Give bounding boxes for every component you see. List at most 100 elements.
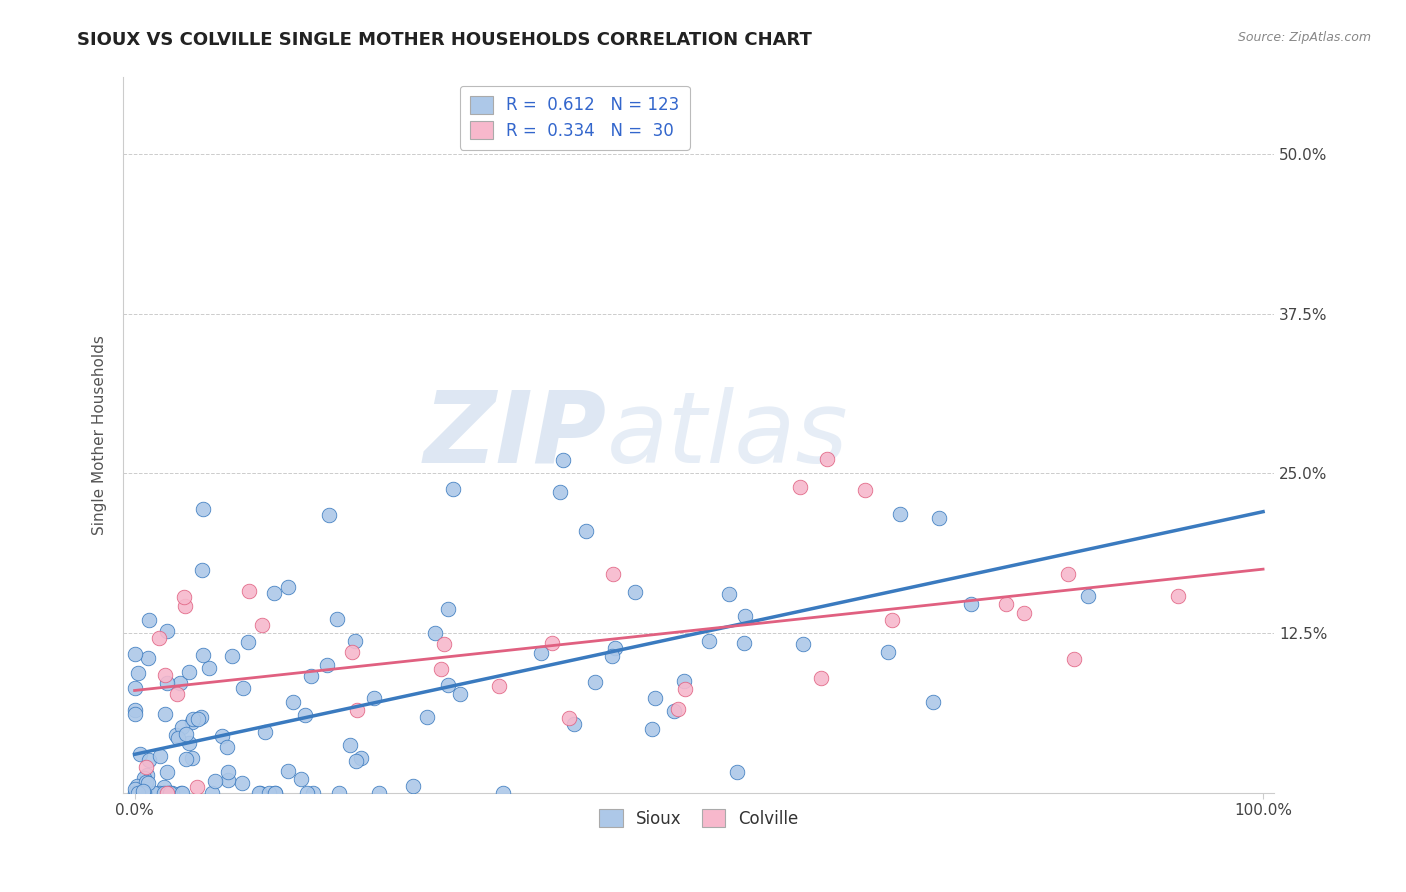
Sioux (299, 669, 322, 683)
Sioux (492, 786, 515, 800)
Colville (880, 613, 903, 627)
Sioux (153, 707, 176, 722)
Sioux (402, 779, 425, 793)
Sioux (551, 453, 574, 467)
Sioux (148, 786, 170, 800)
Sioux (191, 501, 214, 516)
Colville (153, 667, 176, 681)
Colville (166, 687, 188, 701)
Sioux (127, 783, 149, 797)
Sioux (238, 635, 260, 649)
Sioux (221, 648, 243, 663)
Colville (252, 618, 274, 632)
Sioux (672, 674, 695, 689)
Sioux (198, 660, 221, 674)
Colville (558, 711, 581, 725)
Colville (666, 702, 689, 716)
Sioux (640, 722, 662, 736)
Text: atlas: atlas (607, 386, 848, 483)
Sioux (131, 786, 153, 800)
Sioux (124, 648, 146, 662)
Sioux (217, 765, 239, 780)
Sioux (889, 507, 911, 521)
Sioux (153, 786, 176, 800)
Colville (789, 480, 811, 494)
Sioux (124, 781, 146, 796)
Sioux (124, 786, 146, 800)
Text: SIOUX VS COLVILLE SINGLE MOTHER HOUSEHOLDS CORRELATION CHART: SIOUX VS COLVILLE SINGLE MOTHER HOUSEHOL… (77, 31, 813, 49)
Sioux (876, 645, 898, 659)
Sioux (179, 665, 201, 679)
Sioux (318, 508, 340, 523)
Sioux (132, 783, 155, 797)
Sioux (149, 748, 172, 763)
Sioux (603, 640, 626, 655)
Sioux (368, 786, 391, 800)
Sioux (174, 727, 197, 741)
Colville (156, 786, 179, 800)
Sioux (128, 747, 150, 762)
Sioux (231, 776, 253, 790)
Sioux (277, 580, 299, 594)
Sioux (162, 786, 184, 800)
Sioux (264, 786, 287, 800)
Y-axis label: Single Mother Households: Single Mother Households (93, 335, 107, 535)
Sioux (157, 786, 180, 800)
Sioux (181, 712, 204, 726)
Sioux (344, 754, 367, 768)
Sioux (644, 690, 666, 705)
Sioux (190, 710, 212, 724)
Sioux (734, 609, 756, 624)
Colville (1063, 652, 1085, 666)
Sioux (132, 786, 155, 800)
Sioux (254, 725, 277, 739)
Sioux (733, 636, 755, 650)
Colville (135, 760, 157, 774)
Colville (1057, 567, 1080, 582)
Sioux (153, 780, 176, 795)
Sioux (449, 687, 471, 701)
Sioux (127, 786, 149, 800)
Sioux (177, 736, 200, 750)
Sioux (138, 613, 160, 627)
Sioux (180, 715, 202, 730)
Colville (173, 599, 195, 613)
Legend: Sioux, Colville: Sioux, Colville (592, 803, 806, 834)
Colville (853, 483, 876, 497)
Sioux (339, 738, 361, 752)
Colville (488, 679, 510, 693)
Sioux (416, 710, 439, 724)
Sioux (922, 695, 945, 709)
Sioux (247, 786, 270, 800)
Sioux (960, 597, 983, 611)
Sioux (136, 776, 159, 790)
Sioux (125, 779, 148, 793)
Sioux (191, 563, 214, 577)
Sioux (125, 786, 148, 800)
Sioux (662, 704, 685, 718)
Sioux (124, 681, 146, 695)
Sioux (718, 587, 741, 601)
Sioux (283, 695, 305, 709)
Sioux (193, 648, 215, 663)
Colville (238, 583, 260, 598)
Sioux (169, 675, 191, 690)
Sioux (326, 612, 349, 626)
Text: Source: ZipAtlas.com: Source: ZipAtlas.com (1237, 31, 1371, 45)
Colville (186, 780, 208, 794)
Sioux (170, 786, 193, 800)
Sioux (201, 786, 224, 800)
Sioux (437, 601, 460, 615)
Colville (810, 671, 832, 685)
Sioux (156, 624, 179, 639)
Sioux (575, 524, 598, 538)
Sioux (215, 739, 238, 754)
Sioux (295, 786, 318, 800)
Sioux (302, 786, 325, 800)
Colville (540, 636, 562, 650)
Sioux (624, 585, 647, 599)
Colville (602, 567, 624, 582)
Sioux (443, 482, 465, 496)
Sioux (172, 720, 194, 734)
Sioux (156, 764, 179, 779)
